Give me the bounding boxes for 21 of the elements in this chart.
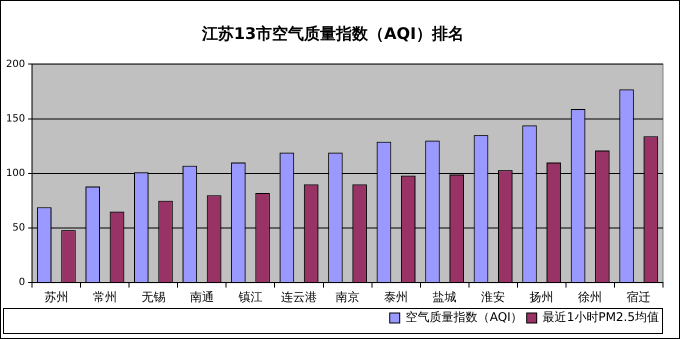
x-tick-label: 无锡 [141,290,166,304]
x-tick-label: 宿迁 [626,290,651,304]
x-tick-label: 徐州 [578,290,602,304]
x-tick-label: 泰州 [384,290,408,304]
x-tick-label: 常州 [92,290,117,304]
x-tick-label: 扬州 [530,290,554,304]
y-tick-label: 100 [6,168,26,179]
x-tick-label: 淮安 [481,290,506,304]
x-tick-label: 南通 [190,290,214,304]
y-tick-label: 150 [6,113,26,124]
y-tick-label: 50 [12,222,26,234]
x-tick-label: 盐城 [432,290,457,304]
x-tick-label: 连云港 [281,290,318,304]
y-tick-label: 200 [6,58,26,70]
x-tick-label: 镇江 [237,290,262,304]
legend-label: 最近1小时PM2.5均值 [542,310,660,324]
y-tick-label: 0 [18,277,26,288]
x-tick-label: 苏州 [44,290,68,304]
legend-label: 空气质量指数（AQI） [406,310,523,324]
x-tick-label: 南京 [336,290,360,304]
chart-title: 江苏13市空气质量指数（AQI）排名 [200,24,464,43]
